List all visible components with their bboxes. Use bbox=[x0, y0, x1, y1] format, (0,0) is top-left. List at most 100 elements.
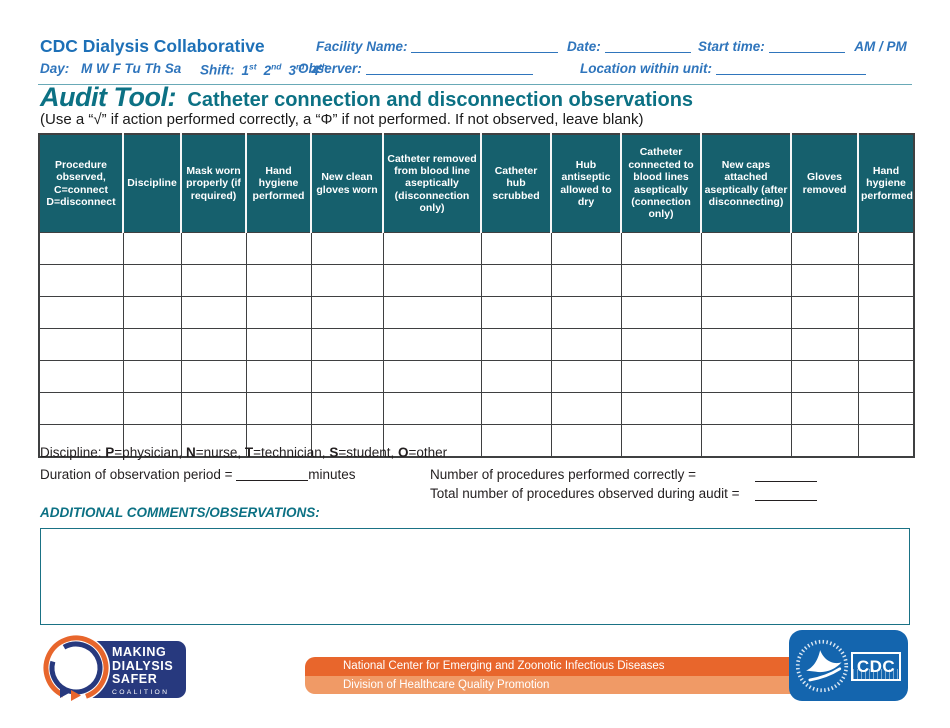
observation-cell[interactable] bbox=[310, 328, 384, 361]
location-field[interactable] bbox=[715, 62, 866, 75]
observation-cell[interactable] bbox=[550, 392, 622, 425]
observation-cell[interactable] bbox=[790, 392, 859, 425]
observation-cell[interactable] bbox=[122, 328, 182, 361]
observation-cell[interactable] bbox=[122, 264, 182, 297]
observation-cell[interactable] bbox=[480, 360, 552, 393]
observation-cell[interactable] bbox=[480, 232, 552, 265]
start-time-field[interactable] bbox=[768, 40, 845, 53]
observation-cell[interactable] bbox=[122, 392, 182, 425]
observation-cell[interactable] bbox=[857, 264, 915, 297]
observation-cell[interactable] bbox=[550, 232, 622, 265]
observation-cell[interactable] bbox=[382, 232, 482, 265]
observation-cell[interactable] bbox=[790, 424, 859, 458]
observation-cell[interactable] bbox=[550, 328, 622, 361]
observation-cell[interactable] bbox=[857, 392, 915, 425]
observation-cell[interactable] bbox=[700, 264, 792, 297]
observation-cell[interactable] bbox=[382, 392, 482, 425]
observation-cell[interactable] bbox=[700, 424, 792, 458]
observation-cell[interactable] bbox=[790, 232, 859, 265]
procedures-correct-field[interactable] bbox=[755, 481, 817, 482]
banner-division-name: Division of Healthcare Quality Promotion bbox=[305, 676, 793, 694]
audit-table-header: Procedure observed, C=connect D=disconne… bbox=[39, 134, 914, 233]
observation-cell[interactable] bbox=[180, 328, 247, 361]
observation-cell[interactable] bbox=[480, 424, 552, 458]
observation-cell[interactable] bbox=[790, 328, 859, 361]
observation-cell[interactable] bbox=[480, 264, 552, 297]
observation-cell[interactable] bbox=[620, 232, 702, 265]
observation-cell[interactable] bbox=[180, 424, 247, 458]
observer-field[interactable] bbox=[365, 62, 533, 75]
observation-cell[interactable] bbox=[245, 232, 312, 265]
observation-cell[interactable] bbox=[310, 360, 384, 393]
observation-cell[interactable] bbox=[180, 392, 247, 425]
observation-cell[interactable] bbox=[857, 232, 915, 265]
observation-cell[interactable] bbox=[700, 296, 792, 329]
observation-cell[interactable] bbox=[382, 424, 482, 458]
observation-cell[interactable] bbox=[122, 360, 182, 393]
observation-cell[interactable] bbox=[480, 392, 552, 425]
table-row bbox=[38, 392, 915, 425]
procedures-total-field[interactable] bbox=[755, 500, 817, 501]
observation-cell[interactable] bbox=[620, 328, 702, 361]
observation-cell[interactable] bbox=[700, 392, 792, 425]
observation-cell[interactable] bbox=[620, 360, 702, 393]
observation-cell[interactable] bbox=[620, 296, 702, 329]
observation-cell[interactable] bbox=[245, 328, 312, 361]
observation-cell[interactable] bbox=[310, 392, 384, 425]
observation-cell[interactable] bbox=[620, 392, 702, 425]
observation-cell[interactable] bbox=[38, 328, 124, 361]
observation-cell[interactable] bbox=[550, 296, 622, 329]
observation-cell[interactable] bbox=[700, 360, 792, 393]
observation-cell[interactable] bbox=[790, 360, 859, 393]
observation-cell[interactable] bbox=[790, 264, 859, 297]
duration-field[interactable] bbox=[236, 468, 309, 481]
observation-cell[interactable] bbox=[245, 424, 312, 458]
observation-cell[interactable] bbox=[245, 264, 312, 297]
observation-cell[interactable] bbox=[38, 232, 124, 265]
observation-cell[interactable] bbox=[122, 296, 182, 329]
date-field[interactable] bbox=[604, 40, 691, 53]
observation-cell[interactable] bbox=[38, 424, 124, 458]
observation-cell[interactable] bbox=[245, 392, 312, 425]
observation-cell[interactable] bbox=[310, 424, 384, 458]
observation-cell[interactable] bbox=[245, 296, 312, 329]
observation-cell[interactable] bbox=[550, 264, 622, 297]
observation-cell[interactable] bbox=[550, 360, 622, 393]
observation-cell[interactable] bbox=[180, 296, 247, 329]
comments-box[interactable] bbox=[40, 528, 910, 625]
duration-label: Duration of observation period = bbox=[40, 467, 237, 482]
observation-cell[interactable] bbox=[382, 264, 482, 297]
observation-cell[interactable] bbox=[245, 360, 312, 393]
col-hub-antiseptic: Hub antiseptic allowed to dry bbox=[550, 134, 621, 233]
observation-cell[interactable] bbox=[310, 296, 384, 329]
observation-cell[interactable] bbox=[480, 296, 552, 329]
observation-cell[interactable] bbox=[620, 424, 702, 458]
observation-cell[interactable] bbox=[310, 264, 384, 297]
observation-cell[interactable] bbox=[857, 328, 915, 361]
observation-cell[interactable] bbox=[38, 296, 124, 329]
observation-cell[interactable] bbox=[122, 232, 182, 265]
observation-cell[interactable] bbox=[700, 232, 792, 265]
observation-cell[interactable] bbox=[857, 296, 915, 329]
observation-cell[interactable] bbox=[180, 232, 247, 265]
observation-cell[interactable] bbox=[857, 360, 915, 393]
observation-cell[interactable] bbox=[38, 264, 124, 297]
observation-cell[interactable] bbox=[382, 360, 482, 393]
observation-cell[interactable] bbox=[382, 328, 482, 361]
observation-cell[interactable] bbox=[700, 328, 792, 361]
observation-cell[interactable] bbox=[310, 232, 384, 265]
observation-cell[interactable] bbox=[550, 424, 622, 458]
observation-cell[interactable] bbox=[480, 328, 552, 361]
observation-cell[interactable] bbox=[38, 360, 124, 393]
observation-cell[interactable] bbox=[180, 264, 247, 297]
observation-cell[interactable] bbox=[620, 264, 702, 297]
observation-cell[interactable] bbox=[790, 296, 859, 329]
procedures-correct-line: Number of procedures performed correctly… bbox=[430, 467, 900, 482]
cdc-division-banner: National Center for Emerging and Zoonoti… bbox=[305, 657, 793, 694]
observation-cell[interactable] bbox=[857, 424, 915, 458]
observation-cell[interactable] bbox=[180, 360, 247, 393]
observation-cell[interactable] bbox=[38, 392, 124, 425]
observation-cell[interactable] bbox=[382, 296, 482, 329]
observation-cell[interactable] bbox=[122, 424, 182, 458]
facility-field[interactable] bbox=[411, 40, 559, 53]
